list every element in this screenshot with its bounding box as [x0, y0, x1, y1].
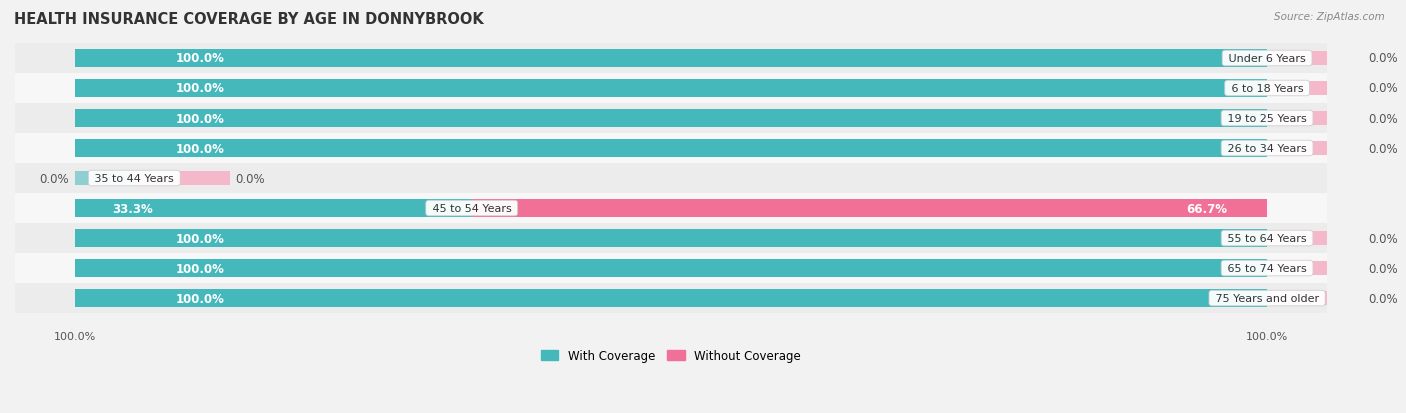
Bar	[1267, 232, 1362, 245]
Text: 100.0%: 100.0%	[176, 232, 225, 245]
Bar	[134, 172, 229, 185]
Bar	[471, 199, 1267, 218]
Bar	[75, 199, 471, 218]
Text: 0.0%: 0.0%	[1368, 112, 1398, 125]
Text: 45 to 54 Years: 45 to 54 Years	[429, 204, 515, 214]
Bar	[15, 254, 1327, 283]
Text: 100.0%: 100.0%	[176, 82, 225, 95]
Text: 100.0%: 100.0%	[1246, 331, 1288, 341]
Text: Source: ZipAtlas.com: Source: ZipAtlas.com	[1274, 12, 1385, 22]
Bar	[15, 223, 1327, 254]
Bar	[75, 172, 134, 185]
Bar	[1267, 261, 1362, 275]
Bar	[1267, 52, 1362, 66]
Text: 0.0%: 0.0%	[1368, 142, 1398, 155]
Text: 0.0%: 0.0%	[1368, 232, 1398, 245]
Text: HEALTH INSURANCE COVERAGE BY AGE IN DONNYBROOK: HEALTH INSURANCE COVERAGE BY AGE IN DONN…	[14, 12, 484, 27]
Text: 0.0%: 0.0%	[1368, 262, 1398, 275]
Bar	[1267, 142, 1362, 156]
Bar	[75, 229, 1267, 248]
Bar	[15, 164, 1327, 194]
Bar	[75, 289, 1267, 308]
Text: 0.0%: 0.0%	[1368, 82, 1398, 95]
Text: 55 to 64 Years: 55 to 64 Years	[1225, 233, 1310, 243]
Text: 75 Years and older: 75 Years and older	[1212, 293, 1323, 303]
Bar	[75, 109, 1267, 128]
Bar	[75, 259, 1267, 278]
Bar	[75, 79, 1267, 98]
Text: 0.0%: 0.0%	[39, 172, 69, 185]
Bar	[15, 134, 1327, 164]
Text: 66.7%: 66.7%	[1187, 202, 1227, 215]
Bar	[15, 44, 1327, 74]
Bar	[75, 50, 1267, 68]
Text: 6 to 18 Years: 6 to 18 Years	[1227, 84, 1306, 94]
Bar	[1267, 82, 1362, 96]
Bar	[15, 74, 1327, 104]
Text: 100.0%: 100.0%	[176, 52, 225, 65]
Text: 26 to 34 Years: 26 to 34 Years	[1225, 144, 1310, 154]
Bar	[1267, 112, 1362, 126]
Bar	[1267, 292, 1362, 305]
Text: 0.0%: 0.0%	[1368, 52, 1398, 65]
Bar	[15, 194, 1327, 223]
Text: 0.0%: 0.0%	[1368, 292, 1398, 305]
Text: 0.0%: 0.0%	[236, 172, 266, 185]
Text: 19 to 25 Years: 19 to 25 Years	[1225, 114, 1310, 124]
Text: 100.0%: 100.0%	[176, 262, 225, 275]
Text: 65 to 74 Years: 65 to 74 Years	[1225, 263, 1310, 273]
Text: 100.0%: 100.0%	[176, 112, 225, 125]
Text: 100.0%: 100.0%	[53, 331, 96, 341]
Text: 35 to 44 Years: 35 to 44 Years	[91, 173, 177, 184]
Text: 33.3%: 33.3%	[112, 202, 153, 215]
Text: Under 6 Years: Under 6 Years	[1225, 54, 1309, 64]
Bar	[15, 104, 1327, 134]
Bar	[75, 139, 1267, 158]
Legend: With Coverage, Without Coverage: With Coverage, Without Coverage	[536, 344, 806, 367]
Text: 100.0%: 100.0%	[176, 292, 225, 305]
Text: 100.0%: 100.0%	[176, 142, 225, 155]
Bar	[15, 283, 1327, 313]
